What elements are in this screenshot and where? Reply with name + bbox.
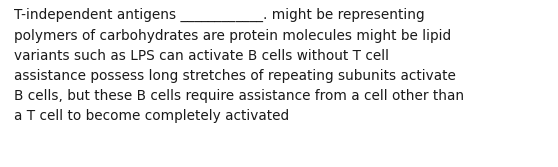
Text: T-independent antigens ____________. might be representing
polymers of carbohydr: T-independent antigens ____________. mig… xyxy=(14,8,464,123)
